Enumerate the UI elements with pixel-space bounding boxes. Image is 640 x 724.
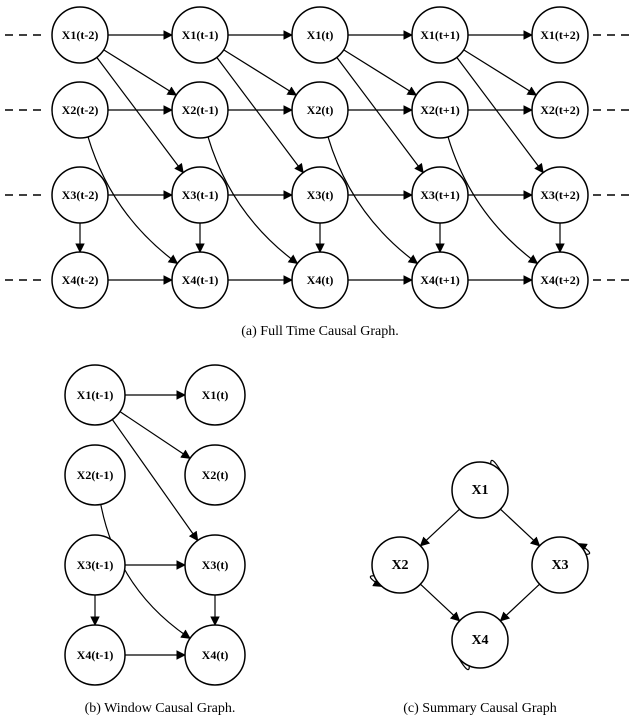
node-a-1-0-label: X2(t-2) — [62, 103, 99, 117]
node-a-2-2-label: X3(t) — [307, 188, 334, 202]
causal-graph-figure: X1(t-2) X1(t-1) X1(t) X1(t+1) X1(t+2) X2(t-2)… — [0, 0, 640, 724]
edge — [104, 50, 177, 95]
edge — [457, 57, 543, 172]
edge — [420, 584, 459, 621]
node-a-2-0-label: X3(t-2) — [62, 188, 99, 202]
node-b-2-1-label: X3(t) — [202, 558, 229, 572]
node-a-0-1-label: X1(t-1) — [182, 28, 219, 42]
node-b-2-0-label: X3(t-1) — [77, 558, 114, 572]
node-a-0-4-label: X1(t+2) — [540, 28, 580, 42]
edge — [500, 509, 539, 546]
node-a-2-3-label: X3(t+1) — [420, 188, 460, 202]
edge — [120, 412, 190, 459]
node-a-1-1-label: X2(t-1) — [182, 103, 219, 117]
node-c-X4-label: X4 — [471, 633, 488, 648]
node-c-X2-label: X2 — [391, 558, 408, 573]
panel-b-edges — [95, 395, 215, 655]
node-b-1-1-label: X2(t) — [202, 468, 229, 482]
node-b-1-0-label: X2(t-1) — [77, 468, 114, 482]
panel-a-caption: (a) Full Time Causal Graph. — [241, 324, 399, 339]
node-a-0-0-label: X1(t-2) — [62, 28, 99, 42]
edge — [344, 50, 417, 95]
node-b-3-1-label: X4(t) — [202, 648, 229, 662]
edge — [97, 57, 183, 172]
node-a-3-4-label: X4(t+2) — [540, 273, 580, 287]
edge — [464, 50, 537, 95]
panel-c-caption: (c) Summary Causal Graph — [403, 701, 557, 716]
node-a-3-3-label: X4(t+1) — [420, 273, 460, 287]
node-c-X1-label: X1 — [471, 483, 488, 498]
node-b-0-1-label: X1(t) — [202, 388, 229, 402]
node-a-1-2-label: X2(t) — [307, 103, 334, 117]
node-b-0-0-label: X1(t-1) — [77, 388, 114, 402]
node-a-2-4-label: X3(t+2) — [540, 188, 580, 202]
edge — [337, 57, 423, 172]
edge — [420, 509, 459, 546]
edge — [224, 50, 297, 95]
node-a-3-1-label: X4(t-1) — [182, 273, 219, 287]
panel-a-edges — [80, 35, 560, 280]
node-a-1-3-label: X2(t+1) — [420, 103, 460, 117]
node-a-3-0-label: X4(t-2) — [62, 273, 99, 287]
node-a-2-1-label: X3(t-1) — [182, 188, 219, 202]
edge — [500, 584, 539, 621]
node-b-3-0-label: X4(t-1) — [77, 648, 114, 662]
node-a-0-3-label: X1(t+1) — [420, 28, 460, 42]
edge — [217, 57, 303, 172]
node-a-0-2-label: X1(t) — [307, 28, 334, 42]
node-c-X3-label: X3 — [551, 558, 568, 573]
panel-b-caption: (b) Window Causal Graph. — [85, 701, 236, 716]
node-a-1-4-label: X2(t+2) — [540, 103, 580, 117]
node-a-3-2-label: X4(t) — [307, 273, 334, 287]
